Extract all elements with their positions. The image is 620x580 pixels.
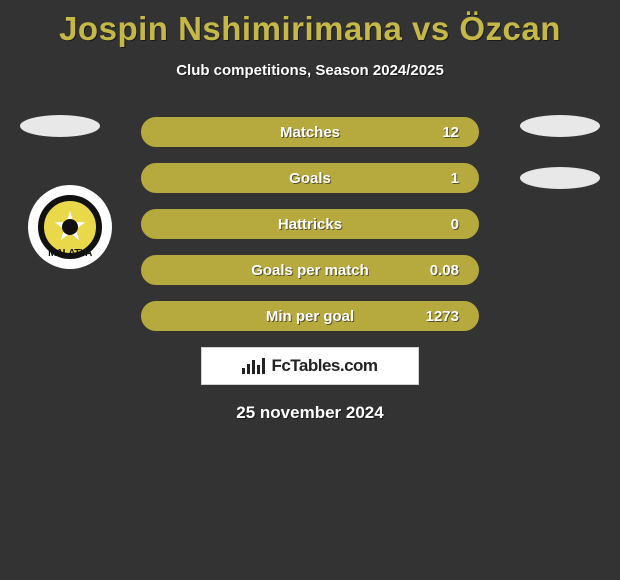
stat-row-matches: – Matches 12 [141, 117, 479, 147]
snapshot-date: 25 november 2024 [0, 403, 620, 423]
stat-label: Goals [143, 170, 477, 187]
branding-card[interactable]: FcTables.com [201, 347, 419, 385]
stat-right-value: 0.08 [430, 262, 459, 279]
club-badge-left: MALATYA [28, 185, 112, 269]
comparison-panel: MALATYA – Matches 12 – Goals 1 – Hattric… [0, 117, 620, 423]
player-right-placeholder [520, 115, 600, 137]
stat-label: Hattricks [143, 216, 477, 233]
stat-row-goals-per-match: – Goals per match 0.08 [141, 255, 479, 285]
stat-row-hattricks: – Hattricks 0 [141, 209, 479, 239]
stat-right-value: 1 [451, 170, 459, 187]
club-badge-label: MALATYA [28, 248, 112, 259]
branding-text: FcTables.com [271, 356, 377, 376]
stat-row-min-per-goal: – Min per goal 1273 [141, 301, 479, 331]
page-title: Jospin Nshimirimana vs Özcan [0, 0, 620, 48]
stats-list: – Matches 12 – Goals 1 – Hattricks 0 – G… [141, 117, 479, 331]
player-right-placeholder-2 [520, 167, 600, 189]
stat-label: Matches [143, 124, 477, 141]
bar-chart-icon [242, 358, 265, 374]
subtitle: Club competitions, Season 2024/2025 [0, 62, 620, 79]
stat-row-goals: – Goals 1 [141, 163, 479, 193]
stat-right-value: 1273 [426, 308, 459, 325]
stat-label: Goals per match [143, 262, 477, 279]
stat-right-value: 0 [451, 216, 459, 233]
stat-right-value: 12 [442, 124, 459, 141]
player-left-placeholder [20, 115, 100, 137]
